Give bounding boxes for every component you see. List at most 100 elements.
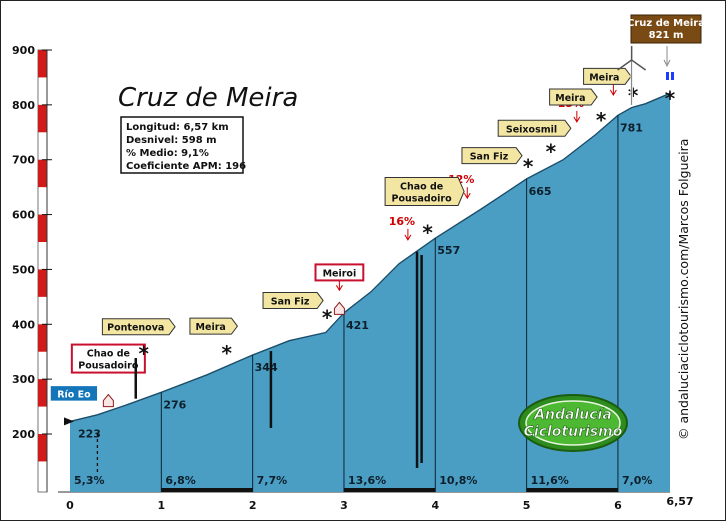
x-end-label: 6,57 (666, 495, 693, 508)
place-label-text: Seixosmil (506, 124, 557, 135)
arrow-down-icon (463, 187, 471, 200)
cross-icon: * (221, 341, 232, 365)
place-label-text: Pousadoiro (392, 193, 453, 204)
km-altitude-label: 421 (346, 319, 369, 332)
km-altitude-label: 781 (620, 121, 643, 134)
place-label-text: Pontenova (107, 323, 164, 334)
stats-box (120, 116, 244, 174)
y-axis-band (38, 159, 47, 188)
summit-badge-name: Cruz de Meira (627, 18, 705, 29)
y-axis-band (38, 269, 47, 297)
y-tick-label: 800 (12, 99, 35, 112)
max-gradient-label: 16% (389, 215, 415, 228)
summit-flag-icon (666, 72, 669, 80)
place-label-box (262, 292, 324, 310)
start-arrow-icon (64, 417, 74, 426)
place-label-box (314, 263, 365, 282)
credit-text: © andaluciaciclotourismo.com/Marcos Folg… (676, 139, 691, 440)
profile-highlight (69, 91, 671, 421)
segment-bar (526, 488, 618, 492)
km-altitude-label: 276 (163, 398, 186, 411)
house-icon (102, 393, 114, 408)
x-tick-label: 1 (157, 499, 165, 512)
place-label-text: Meira (196, 322, 226, 333)
segment-bar (343, 488, 436, 492)
km-altitude-label: 557 (437, 244, 460, 257)
place-label-text: Pousadoiro (78, 361, 139, 372)
house-icon (333, 301, 345, 315)
cross-icon: * (628, 83, 639, 107)
place-label-box (189, 317, 239, 335)
y-axis-band (38, 434, 47, 462)
place-label-text: Meira (589, 72, 619, 83)
segment-bar (161, 488, 253, 492)
cross-icon: * (596, 108, 607, 132)
place-label-box (70, 343, 146, 374)
y-axis-band (38, 104, 47, 133)
place-label-box (461, 147, 523, 165)
place-label-box (583, 67, 632, 85)
summit-flag-icon (671, 72, 674, 80)
cross-icon: * (139, 342, 150, 366)
place-label-box (101, 318, 176, 336)
place-label-box (497, 119, 572, 137)
segment-gradient-label: 7,7% (257, 474, 288, 487)
segment-gradient-label: 5,3% (74, 474, 105, 487)
km-altitude-label: 223 (78, 427, 101, 440)
arrow-down-icon (573, 110, 581, 123)
place-label-text: San Fiz (271, 297, 310, 308)
place-label-text: Río Eo (57, 389, 91, 400)
chart-title: Cruz de Meira (118, 83, 298, 113)
y-tick-label: 500 (12, 263, 35, 276)
y-axis-band (38, 379, 47, 407)
place-label-text: Chao de (400, 181, 443, 192)
summit-badge-altitude: 821 m (649, 30, 684, 41)
segment-gradient-label: 13,6% (348, 474, 386, 487)
cross-icon: * (422, 220, 433, 244)
place-label-text: Chao de (87, 349, 130, 360)
stats-list: Longitud: 6,57 km Desnivel: 598 m % Medio:… (126, 122, 246, 172)
logo-line-2: Cicloturismo (524, 424, 623, 440)
x-tick-label: 6 (614, 499, 622, 512)
summit-arrow-icon (663, 46, 671, 68)
x-tick-label: 5 (523, 499, 531, 512)
wind-turbine-blades (617, 46, 647, 71)
place-label-box (384, 176, 465, 206)
place-label-text: Meira (555, 93, 585, 104)
km-altitude-label: 344 (255, 361, 278, 374)
stat-line: % Medio: 9,1% (126, 148, 209, 159)
segment-gradient-label: 11,6% (531, 474, 569, 487)
summit-cross-icon: * (665, 86, 676, 110)
place-label-box (549, 88, 598, 106)
axis-layer: 200 300 400 500 600 700 800 900 0 1 2 3 4 5 6 6,57 (12, 44, 694, 512)
y-tick-label: 200 (12, 428, 35, 441)
profile-line (69, 92, 671, 423)
stat-line: Longitud: 6,57 km (126, 122, 229, 133)
x-tick-label: 4 (431, 499, 439, 512)
cross-icon: * (322, 306, 333, 330)
stat-line: Desnivel: 598 m (126, 135, 217, 146)
cross-icon: * (546, 139, 557, 163)
andalucia-cicloturismo-logo: Andalucía Cicloturismo (518, 394, 628, 452)
y-axis-band (38, 214, 47, 242)
stat-line: Coeficiente APM: 196 (126, 161, 246, 172)
x-tick-label: 2 (249, 499, 257, 512)
x-tick-label: 3 (340, 499, 348, 512)
cross-icon: * (523, 155, 534, 179)
y-tick-label: 300 (12, 373, 35, 386)
y-tick-label: 700 (12, 154, 35, 167)
place-label-box (49, 384, 99, 403)
y-axis-band (38, 324, 47, 352)
profile-layer: 223 276 344 421 557 665 781 5,3% 6,8% 7,7% 13,6% 10… (69, 91, 671, 493)
place-label-text: San Fiz (470, 152, 509, 163)
y-tick-label: 600 (12, 209, 35, 222)
segment-gradient-label: 10,8% (439, 474, 477, 487)
segment-gradient-label: 6,8% (165, 474, 196, 487)
place-label-text: Meiroi (323, 268, 357, 279)
y-tick-label: 400 (12, 318, 35, 331)
y-tick-label: 900 (12, 44, 35, 57)
x-tick-label: 0 (66, 499, 74, 512)
